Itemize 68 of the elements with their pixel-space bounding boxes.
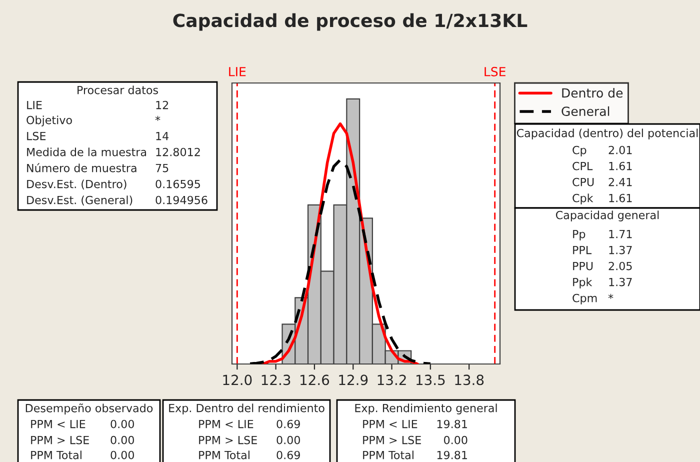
- text: CPU: [572, 178, 594, 186]
- x-tick-label: 12.6: [300, 374, 330, 386]
- text: 0.00: [110, 420, 134, 428]
- text: 2.41: [608, 178, 632, 186]
- text: Cp: [572, 146, 586, 156]
- text: 0.16595: [156, 180, 200, 188]
- text: 2.01: [608, 146, 632, 154]
- text: 1.61: [609, 162, 632, 170]
- legend-label: Dentro de: [562, 88, 623, 98]
- text: 0.194956: [156, 196, 208, 204]
- text: 0.00: [276, 436, 300, 444]
- text: Desv.Est. (General): [27, 196, 132, 206]
- text: PPM Total: [31, 450, 82, 460]
- text: PPM < LIE: [31, 420, 86, 428]
- text: PPM Total: [199, 450, 250, 460]
- text: LIE: [27, 100, 42, 110]
- x-tick-label: 13.5: [416, 374, 445, 386]
- text: Ppk: [573, 278, 592, 288]
- text: 1.37: [609, 246, 632, 254]
- text: *: [608, 294, 614, 299]
- text: Objetivo: [26, 116, 72, 126]
- text: Capacidad general: [556, 210, 659, 222]
- text: 14: [156, 132, 169, 140]
- x-tick-label: 12.9: [339, 374, 368, 386]
- text: CPL: [572, 162, 593, 170]
- text: 2.05: [608, 262, 632, 270]
- text: 0.00: [110, 436, 134, 444]
- text: Exp. Rendimiento general: [355, 404, 497, 414]
- text: Cpm: [572, 294, 597, 304]
- text: Pp: [573, 230, 586, 240]
- text: PPL: [573, 246, 592, 254]
- ref-line-label: LIE: [229, 67, 246, 76]
- x-tick-label: 13.2: [378, 374, 406, 386]
- text: 19.81: [437, 420, 467, 428]
- text: PPM Total: [363, 450, 414, 460]
- text: Medida de la muestra: [27, 148, 146, 156]
- legend-label: General: [562, 106, 610, 116]
- text: 0.00: [444, 436, 468, 444]
- text: Exp. Dentro del rendimiento: [169, 404, 324, 414]
- text: *: [155, 116, 160, 121]
- text: PPM < LIE: [363, 420, 418, 428]
- text: 0.69: [276, 420, 300, 428]
- text: LSE: [27, 132, 46, 140]
- text: 1.71: [609, 230, 632, 238]
- x-tick-label: 12.0: [223, 374, 252, 386]
- chart-title: Capacidad de proceso de 1/2x13KL: [173, 13, 528, 31]
- text: 12.8012: [156, 148, 200, 156]
- text: PPU: [573, 262, 593, 270]
- text: 12: [156, 100, 168, 110]
- text: Desempeño observado: [26, 404, 153, 414]
- text: 0.69: [276, 450, 300, 460]
- text: Desv.Est. (Dentro): [27, 180, 126, 190]
- text: PPM < LIE: [199, 420, 254, 428]
- text: PPM > LSE: [363, 436, 421, 444]
- x-tick-label: 12.3: [262, 374, 290, 386]
- text: 75: [156, 164, 168, 172]
- text: 0.00: [110, 450, 134, 460]
- text: PPM > LSE: [31, 436, 89, 444]
- text: Cpk: [572, 194, 594, 204]
- text: Número de muestra: [27, 163, 136, 172]
- text: Procesar datos: [78, 86, 158, 94]
- text: Capacidad (dentro) del potencial: [516, 128, 698, 140]
- x-tick-label: 13.8: [455, 374, 484, 386]
- ref-line-label: LSE: [484, 66, 506, 76]
- text: PPM > LSE: [199, 436, 257, 444]
- text: 1.37: [609, 278, 632, 286]
- text: 1.61: [609, 194, 632, 202]
- text: 19.81: [437, 450, 467, 460]
